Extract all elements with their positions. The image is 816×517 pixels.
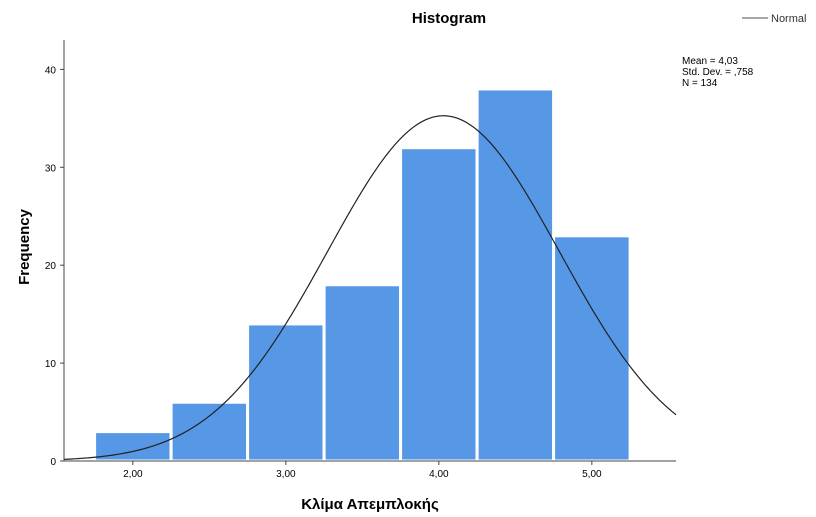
x-tick-label: 3,00 xyxy=(276,469,296,480)
histogram-bar-3 xyxy=(246,322,326,463)
stats-n: N = 134 xyxy=(682,78,718,89)
x-tick-label: 5,00 xyxy=(582,469,602,480)
stats-box: Mean = 4,03 Std. Dev. = ,758 N = 134 xyxy=(682,56,754,89)
histogram-bar-2 xyxy=(169,400,250,463)
histogram-bar-5 xyxy=(399,146,479,463)
stats-mean: Mean = 4,03 xyxy=(682,56,738,67)
stats-std-dev: Std. Dev. = ,758 xyxy=(682,67,754,78)
axes: 0 10 20 30 40 2,00 3,00 4,00 5,00 xyxy=(45,40,676,480)
chart-title: Histogram xyxy=(412,10,486,27)
legend: Normal xyxy=(742,13,806,25)
histogram-bar-6 xyxy=(475,87,556,463)
histogram-bars xyxy=(93,87,632,463)
y-tick-label: 40 xyxy=(45,65,57,76)
histogram-bar-4 xyxy=(322,283,403,463)
y-tick-label: 20 xyxy=(45,261,57,272)
y-axis-title: Frequency xyxy=(16,208,33,285)
y-tick-label: 30 xyxy=(45,163,57,174)
histogram-bar-7 xyxy=(552,234,632,463)
y-tick-label: 10 xyxy=(45,359,57,370)
legend-normal-label: Normal xyxy=(771,13,806,25)
x-axis-title: Κλίμα Απεμπλοκής xyxy=(301,496,439,513)
x-tick-label: 4,00 xyxy=(429,469,449,480)
normal-curve xyxy=(63,115,677,460)
x-tick-label: 2,00 xyxy=(123,469,143,480)
y-tick-label: 0 xyxy=(50,457,56,468)
histogram-bar-1 xyxy=(93,430,173,463)
